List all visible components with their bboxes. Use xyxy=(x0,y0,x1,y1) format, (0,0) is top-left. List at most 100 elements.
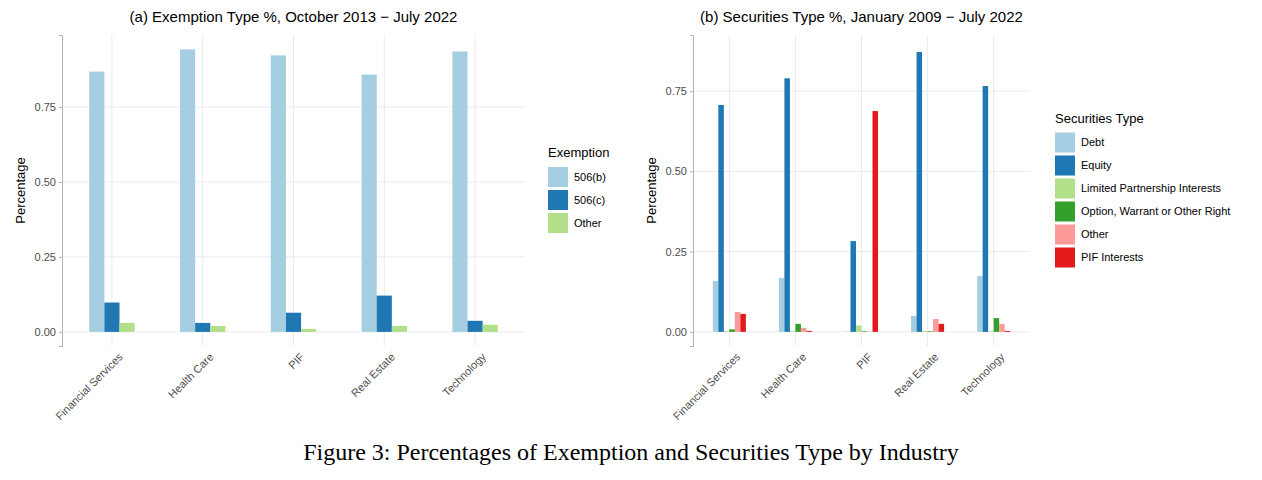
legend-title: Exemption xyxy=(548,145,609,160)
bar xyxy=(713,281,719,332)
tick-mark xyxy=(59,107,62,108)
tick-mark xyxy=(690,252,693,253)
tick: 0.25 xyxy=(35,251,62,263)
legend-title: Securities Type xyxy=(1055,111,1144,126)
grid-line xyxy=(795,35,796,346)
tick-mark xyxy=(59,332,62,333)
tick-label: Financial Services xyxy=(671,350,743,422)
legend-key xyxy=(1055,248,1075,268)
bar xyxy=(801,328,807,332)
tick: Health Care xyxy=(758,346,808,400)
grid-line xyxy=(293,35,294,346)
x-axis: Financial Services Health Care PIF Real Est… xyxy=(671,346,1007,422)
bar xyxy=(784,78,790,332)
legend-label: Limited Partnership Interests xyxy=(1081,182,1222,194)
tick-mark xyxy=(59,182,62,183)
bar xyxy=(452,51,467,331)
tick: 0.75 xyxy=(666,85,693,97)
bar xyxy=(718,105,724,332)
bar xyxy=(922,330,928,332)
tick: Financial Services xyxy=(53,346,125,422)
bar xyxy=(779,278,785,332)
bar xyxy=(977,276,983,332)
tick: 0.00 xyxy=(35,326,62,338)
grid-line xyxy=(729,35,730,346)
tick-label: Health Care xyxy=(758,350,808,400)
tick-label: 0.25 xyxy=(35,251,56,263)
legend-label: Equity xyxy=(1081,159,1112,171)
bar xyxy=(377,296,392,332)
tick-mark xyxy=(690,91,693,92)
legend-label: PIF Interests xyxy=(1081,251,1144,263)
tick: PIF xyxy=(854,346,875,371)
tick-mark xyxy=(59,257,62,258)
bar xyxy=(119,323,134,332)
tick-label: 0.00 xyxy=(666,326,687,338)
tick: Real Estate xyxy=(349,346,398,399)
tick: 0.50 xyxy=(666,165,693,177)
bar xyxy=(89,72,104,332)
y-axis: 0.00 0.25 0.50 0.75 xyxy=(666,36,694,347)
tick-label: PIF xyxy=(854,350,875,371)
tick: Real Estate xyxy=(892,346,941,399)
bar xyxy=(180,49,195,332)
tick-label: Technology xyxy=(959,350,1007,398)
bar xyxy=(933,319,939,332)
tick-label: Real Estate xyxy=(349,350,398,399)
legend-label: Debt xyxy=(1081,136,1104,148)
legend-key xyxy=(548,190,568,210)
tick-mark xyxy=(690,171,693,172)
bar xyxy=(104,303,119,332)
legend: Securities Type Debt Equity Limited Partner… xyxy=(1055,111,1230,268)
legend-label: Other xyxy=(1081,228,1109,240)
tick-label: 0.25 xyxy=(666,246,687,258)
bar xyxy=(483,325,498,332)
title: (b) Securities Type %, January 2009 − Ju… xyxy=(700,8,1023,25)
grid xyxy=(693,35,1030,346)
legend-key xyxy=(1055,179,1075,199)
figure: 0.00 0.25 0.50 0.75 Financial Services Health… xyxy=(0,0,1262,480)
legend-label: 506(c) xyxy=(574,194,605,206)
tick: 0.50 xyxy=(35,176,62,188)
tick-label: 0.75 xyxy=(666,85,687,97)
bar xyxy=(1005,330,1011,332)
bar xyxy=(988,331,994,333)
legend-label: 506(b) xyxy=(574,171,606,183)
bars xyxy=(89,49,498,332)
bar xyxy=(271,55,286,332)
bar xyxy=(795,324,801,332)
bar xyxy=(362,75,377,332)
axis-title: Percentage xyxy=(644,157,659,224)
tick: Technology xyxy=(440,346,488,398)
legend: Exemption506(b)506(c)Other xyxy=(548,145,609,233)
bar xyxy=(286,313,301,332)
bar xyxy=(917,52,923,332)
tick-label: 0.50 xyxy=(35,176,56,188)
tick: 0.00 xyxy=(666,326,693,338)
grid-line xyxy=(202,35,203,346)
bar xyxy=(301,329,316,332)
panel: 0.00 0.25 0.50 0.75 Financial Services Health… xyxy=(644,8,1231,422)
legend-key xyxy=(548,213,568,233)
legend-key xyxy=(1055,156,1075,176)
bar xyxy=(468,321,483,332)
bar xyxy=(867,331,873,332)
axis-line xyxy=(690,36,694,347)
tick: 0.25 xyxy=(666,246,693,258)
bar xyxy=(790,331,796,333)
title: (a) Exemption Type %, October 2013 − Jul… xyxy=(130,8,458,25)
bar xyxy=(740,314,746,332)
bar xyxy=(873,111,879,332)
bar xyxy=(911,316,917,332)
grid-line xyxy=(475,35,476,346)
y-axis: 0.000.250.500.75 xyxy=(35,36,63,347)
grid-line xyxy=(861,35,862,346)
tick-label: 0.50 xyxy=(666,165,687,177)
grid xyxy=(62,35,525,346)
bar xyxy=(928,331,934,333)
grid-line xyxy=(111,35,112,346)
bar xyxy=(994,318,1000,332)
bar xyxy=(862,331,868,333)
bar xyxy=(210,326,225,332)
bar xyxy=(724,331,730,333)
